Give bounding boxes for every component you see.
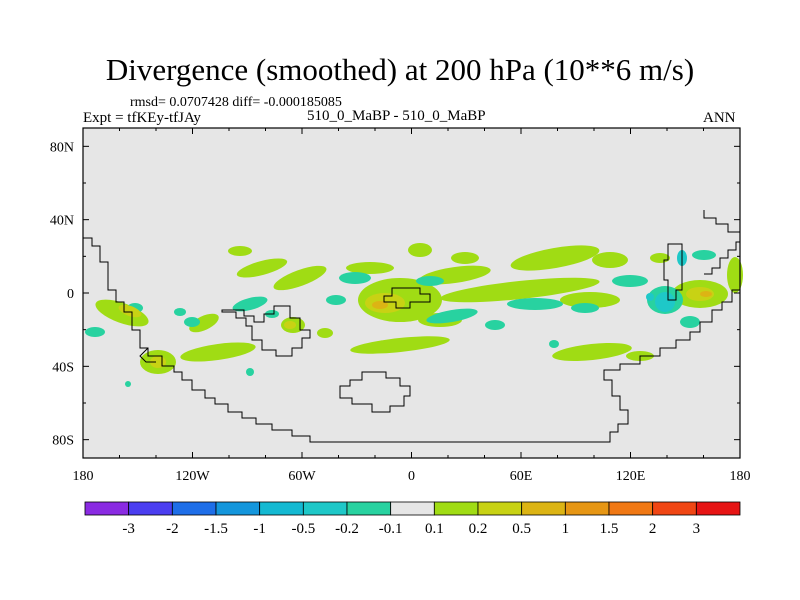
colorbar-swatch	[564, 501, 610, 516]
lat-tick-label: 80S	[52, 434, 74, 449]
colorbar-swatch	[84, 501, 130, 516]
lon-tick-label: 180	[730, 469, 751, 484]
colorbar-swatch	[652, 501, 697, 516]
rmsd-diff-text: rmsd= 0.0707428 diff= -0.000185085	[130, 95, 342, 110]
season-label: ANN	[703, 110, 736, 126]
colorbar-label: -1.5	[204, 521, 228, 537]
colorbar-swatch	[215, 501, 261, 516]
colorbar-label: -2	[166, 521, 179, 537]
colorbar-swatch	[128, 501, 173, 516]
longitude-axis: 180 120W 60W 0 60E 120E 180	[73, 128, 751, 484]
colorbar-swatch	[171, 501, 217, 516]
colorbar-label: -0.1	[379, 521, 403, 537]
colorbar-label: -0.5	[291, 521, 315, 537]
case-names: 510_0_MaBP - 510_0_MaBP	[307, 108, 486, 124]
coastlines	[83, 210, 740, 443]
colorbar-swatch	[390, 501, 435, 516]
colorbar-swatch	[477, 501, 523, 516]
colorbar-swatch	[433, 501, 479, 516]
experiment-label: Expt = tfKEy-tfJAy	[83, 110, 201, 126]
lon-tick-label: 180	[73, 469, 94, 484]
colorbar-swatch	[302, 501, 348, 516]
lon-tick-label: 120E	[616, 469, 646, 484]
colorbar-label: -1	[253, 521, 266, 537]
colorbar-label: -3	[122, 521, 135, 537]
colorbar-label: 3	[693, 521, 701, 537]
colorbar-swatch	[608, 501, 654, 516]
colorbar-label: 0.1	[425, 521, 444, 537]
lon-tick-label: 0	[408, 469, 415, 484]
lat-tick-label: 40S	[52, 360, 74, 375]
lon-tick-label: 60W	[288, 469, 316, 484]
colorbar-swatch	[695, 501, 741, 516]
lon-tick-label: 120W	[175, 469, 210, 484]
colorbar-label: 0.5	[512, 521, 531, 537]
lat-tick-label: 80N	[50, 140, 74, 155]
lat-tick-label: 0	[67, 287, 74, 302]
colorbar-swatch	[521, 501, 566, 516]
colorbar: -3 -2 -1.5 -1 -0.5 -0.2 -0.1 0.1 0.2 0.5 1 1.5 2 3	[84, 501, 741, 537]
colorbar-label: 0.2	[469, 521, 488, 537]
colorbar-swatch	[259, 501, 304, 516]
latitude-axis: 80N 40N 0 40S 80S	[50, 140, 740, 449]
colorbar-label: 1	[562, 521, 570, 537]
colorbar-swatch	[346, 501, 392, 516]
colorbar-label: 1.5	[600, 521, 619, 537]
lat-tick-label: 40N	[50, 214, 74, 229]
colorbar-label: 2	[649, 521, 657, 537]
divergence-field	[85, 243, 743, 387]
colorbar-label: -0.2	[335, 521, 359, 537]
lon-tick-label: 60E	[510, 469, 533, 484]
plot-title: Divergence (smoothed) at 200 hPa (10**6 …	[105, 52, 695, 87]
